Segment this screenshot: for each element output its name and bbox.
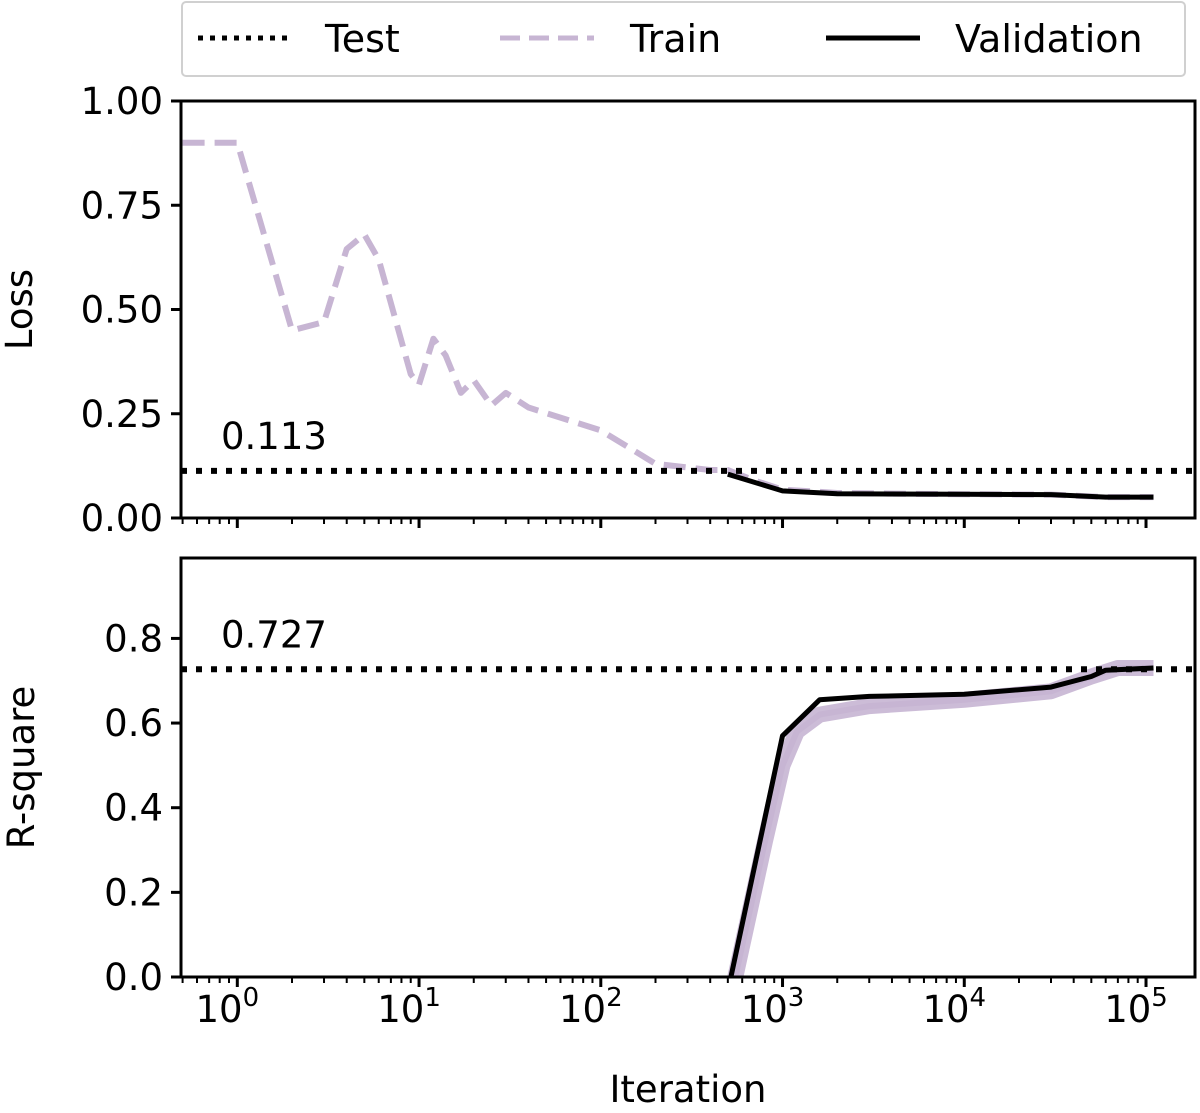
x-tick-label: 105 <box>1104 983 1168 1031</box>
plot-area <box>181 139 1195 501</box>
x-tick-label: 102 <box>559 983 623 1031</box>
y-tick-label: 1.00 <box>81 80 163 123</box>
x-tick-exponent: 1 <box>424 983 441 1013</box>
y-tick-label: 0.6 <box>104 702 163 745</box>
test-value-annotation: 0.727 <box>221 613 327 656</box>
x-tick-exponent: 3 <box>788 983 805 1013</box>
legend-label-train: Train <box>629 17 721 61</box>
x-tick-label: 104 <box>922 983 986 1031</box>
loss-panel: 0.00 0.25 0.50 0.75 1.00 Loss 0.113 <box>0 80 1197 540</box>
y-tick-label: 0.75 <box>81 184 163 227</box>
y-tick-label: 0.25 <box>81 393 163 436</box>
y-axis-label: R-square <box>0 686 43 850</box>
x-tick-exponent: 4 <box>970 983 987 1013</box>
y-tick-label: 0.0 <box>104 956 163 999</box>
y-tick-label: 0.4 <box>104 787 163 830</box>
y-tick-label: 0.50 <box>81 289 163 332</box>
x-axis-label: Iteration <box>610 1068 767 1111</box>
y-axis-label: Loss <box>0 269 41 350</box>
legend-label-test: Test <box>324 17 400 61</box>
x-tick-exponent: 5 <box>1151 983 1168 1013</box>
validation-line <box>728 665 1154 977</box>
train-line <box>732 665 1154 977</box>
train-band <box>727 660 1154 977</box>
plot-area <box>181 660 1195 977</box>
y-tick-label: 0.00 <box>81 497 163 540</box>
legend-label-validation: Validation <box>955 17 1143 61</box>
legend-box <box>181 1 1186 77</box>
axes-frame <box>179 556 1197 979</box>
axes-frame <box>179 99 1197 520</box>
x-tick-label: 103 <box>741 983 805 1031</box>
y-tick-label: 0.8 <box>104 617 163 660</box>
validation-line <box>727 471 1154 500</box>
y-tick-label: 0.2 <box>104 871 163 914</box>
legend: Test Train Validation <box>181 1 1186 77</box>
x-tick-exponent: 0 <box>243 983 260 1013</box>
x-tick-label: 101 <box>377 983 441 1031</box>
test-value-annotation: 0.113 <box>221 415 327 458</box>
x-tick-exponent: 2 <box>606 983 623 1013</box>
train-line <box>182 139 1154 501</box>
x-tick-label: 100 <box>195 983 259 1031</box>
